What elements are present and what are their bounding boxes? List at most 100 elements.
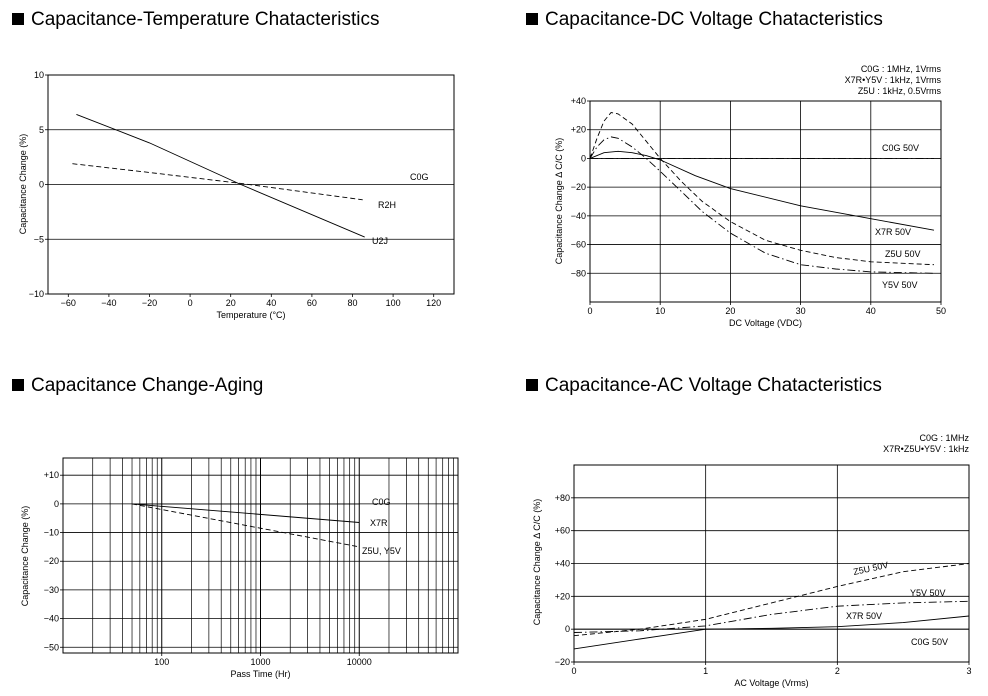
x-tick-label: 2 bbox=[835, 666, 840, 676]
series-label: C0G 50V bbox=[911, 637, 948, 647]
x-tick-label: 50 bbox=[936, 306, 946, 316]
title-square-icon bbox=[12, 379, 24, 391]
x-tick-label: 120 bbox=[426, 298, 441, 308]
y-axis-label: Capacitance Change (%) bbox=[18, 134, 28, 235]
x-axis-label: AC Voltage (Vrms) bbox=[734, 678, 808, 688]
x-axis-label: Pass Time (Hr) bbox=[230, 669, 290, 679]
series-line bbox=[573, 615, 970, 650]
series-label: C0G bbox=[372, 497, 391, 507]
series-line bbox=[131, 503, 360, 548]
x-tick-label: 1000 bbox=[250, 657, 270, 667]
chart-aging bbox=[60, 457, 459, 656]
y-tick-label: −5 bbox=[34, 234, 44, 244]
x-tick-label: 100 bbox=[386, 298, 401, 308]
title-square-icon bbox=[526, 379, 538, 391]
y-tick-label: 10 bbox=[34, 70, 44, 80]
y-axis-label: Capacitance Change Δ C/C (%) bbox=[532, 499, 542, 626]
chart-title-ac-voltage: Capacitance-AC Voltage Chatacteristics bbox=[526, 375, 882, 397]
y-tick-label: −20 bbox=[571, 182, 586, 192]
plot-frame bbox=[589, 100, 942, 303]
y-tick-label: +40 bbox=[571, 96, 586, 106]
title-text: Capacitance-Temperature Chatacteristics bbox=[31, 9, 380, 30]
y-tick-label: 0 bbox=[54, 499, 59, 509]
y-axis-label: Capacitance Change (%) bbox=[20, 506, 30, 607]
x-tick-label: 40 bbox=[866, 306, 876, 316]
series-line bbox=[573, 563, 970, 637]
title-square-icon bbox=[526, 13, 538, 25]
x-tick-label: 20 bbox=[725, 306, 735, 316]
series-label: C0G bbox=[410, 172, 429, 182]
chart-temp bbox=[45, 74, 455, 297]
title-text: Capacitance-AC Voltage Chatacteristics bbox=[545, 375, 882, 396]
title-square-icon bbox=[12, 13, 24, 25]
x-tick-label: 3 bbox=[966, 666, 971, 676]
y-tick-label: +40 bbox=[555, 559, 570, 569]
series-label: Y5V 50V bbox=[882, 280, 918, 290]
series-line bbox=[131, 503, 360, 523]
x-tick-label: 60 bbox=[307, 298, 317, 308]
series-label: U2J bbox=[372, 236, 388, 246]
series-label: Z5U 50V bbox=[885, 249, 921, 259]
y-tick-label: +10 bbox=[44, 470, 59, 480]
title-text: Capacitance-DC Voltage Chatacteristics bbox=[545, 9, 883, 30]
y-tick-label: +20 bbox=[555, 591, 570, 601]
y-tick-label: −50 bbox=[44, 642, 59, 652]
series-line bbox=[76, 113, 365, 238]
series-line bbox=[589, 112, 935, 266]
chart-dc bbox=[587, 100, 942, 305]
y-tick-label: −20 bbox=[555, 657, 570, 667]
x-tick-label: 1 bbox=[703, 666, 708, 676]
x-tick-label: −40 bbox=[101, 298, 116, 308]
x-tick-label: −20 bbox=[142, 298, 157, 308]
x-tick-label: 0 bbox=[188, 298, 193, 308]
y-tick-label: −40 bbox=[44, 614, 59, 624]
y-tick-label: 5 bbox=[39, 125, 44, 135]
chart-title-temperature: Capacitance-Temperature Chatacteristics bbox=[12, 9, 380, 31]
y-tick-label: −60 bbox=[571, 240, 586, 250]
series-line bbox=[573, 600, 970, 633]
title-text: Capacitance Change-Aging bbox=[31, 375, 264, 396]
x-tick-label: 0 bbox=[571, 666, 576, 676]
series-label: Z5U 50V bbox=[852, 560, 889, 577]
y-axis-label: Capacitance Change Δ C/C (%) bbox=[554, 138, 564, 265]
series-label: Y5V 50V bbox=[910, 588, 946, 598]
y-tick-label: +80 bbox=[555, 493, 570, 503]
chart-title-aging: Capacitance Change-Aging bbox=[12, 375, 263, 397]
chart-title-dc-voltage: Capacitance-DC Voltage Chatacteristics bbox=[526, 9, 883, 31]
y-tick-label: −30 bbox=[44, 585, 59, 595]
series-label: R2H bbox=[378, 200, 396, 210]
x-tick-label: −60 bbox=[61, 298, 76, 308]
x-tick-label: 20 bbox=[226, 298, 236, 308]
x-tick-label: 100 bbox=[154, 657, 169, 667]
series-line bbox=[589, 150, 935, 231]
y-tick-label: 0 bbox=[565, 624, 570, 634]
series-label: X7R bbox=[370, 518, 388, 528]
series-line bbox=[72, 163, 363, 201]
y-tick-label: −10 bbox=[44, 528, 59, 538]
y-tick-label: +60 bbox=[555, 526, 570, 536]
y-tick-label: 0 bbox=[39, 180, 44, 190]
condition-note: Z5U : 1kHz, 0.5Vrms bbox=[858, 86, 942, 96]
y-tick-label: −80 bbox=[571, 268, 586, 278]
y-tick-label: +20 bbox=[571, 125, 586, 135]
x-axis-label: Temperature (°C) bbox=[216, 310, 285, 320]
series-line bbox=[589, 136, 935, 274]
x-tick-label: 10 bbox=[655, 306, 665, 316]
y-tick-label: −40 bbox=[571, 211, 586, 221]
x-tick-label: 30 bbox=[796, 306, 806, 316]
series-label: X7R 50V bbox=[846, 611, 882, 621]
x-axis-label: DC Voltage (VDC) bbox=[729, 318, 802, 328]
x-tick-label: 0 bbox=[587, 306, 592, 316]
series-label: Z5U, Y5V bbox=[362, 546, 401, 556]
condition-note: C0G : 1MHz bbox=[919, 433, 969, 443]
y-tick-label: −20 bbox=[44, 556, 59, 566]
condition-note: X7R•Z5U•Y5V : 1kHz bbox=[883, 444, 969, 454]
y-tick-label: −10 bbox=[29, 289, 44, 299]
condition-note: C0G : 1MHz, 1Vrms bbox=[861, 64, 942, 74]
condition-note: X7R•Y5V : 1kHz, 1Vrms bbox=[845, 75, 942, 85]
x-tick-label: 80 bbox=[347, 298, 357, 308]
y-tick-label: 0 bbox=[581, 153, 586, 163]
series-label: X7R 50V bbox=[875, 227, 911, 237]
x-tick-label: 10000 bbox=[347, 657, 372, 667]
